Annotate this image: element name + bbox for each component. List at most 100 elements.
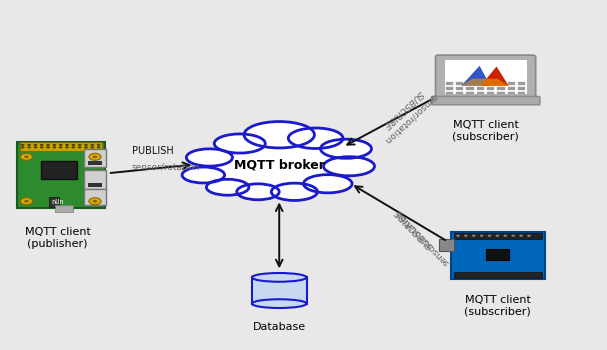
- Circle shape: [90, 144, 94, 146]
- Polygon shape: [252, 277, 307, 303]
- Circle shape: [53, 144, 56, 146]
- Circle shape: [40, 146, 44, 148]
- Circle shape: [92, 155, 97, 158]
- FancyBboxPatch shape: [446, 91, 453, 94]
- Circle shape: [488, 234, 492, 237]
- Circle shape: [92, 200, 97, 203]
- Ellipse shape: [206, 179, 249, 195]
- Circle shape: [65, 144, 69, 146]
- Circle shape: [65, 146, 69, 148]
- Circle shape: [27, 144, 31, 146]
- Text: SUBSCRIBE: SUBSCRIBE: [393, 207, 435, 250]
- FancyBboxPatch shape: [508, 82, 515, 85]
- Circle shape: [527, 234, 531, 237]
- Circle shape: [33, 146, 37, 148]
- FancyBboxPatch shape: [438, 239, 454, 251]
- Circle shape: [40, 144, 44, 146]
- FancyBboxPatch shape: [453, 272, 541, 278]
- Circle shape: [495, 234, 499, 237]
- Text: MQTT client
(subscriber): MQTT client (subscriber): [464, 295, 531, 316]
- FancyBboxPatch shape: [487, 87, 494, 90]
- Circle shape: [97, 144, 101, 146]
- Ellipse shape: [237, 184, 279, 200]
- Ellipse shape: [304, 175, 352, 193]
- FancyBboxPatch shape: [498, 87, 505, 90]
- Circle shape: [89, 153, 101, 160]
- Circle shape: [90, 146, 94, 148]
- FancyBboxPatch shape: [446, 87, 453, 90]
- FancyBboxPatch shape: [518, 82, 526, 85]
- FancyBboxPatch shape: [508, 87, 515, 90]
- Polygon shape: [461, 79, 509, 86]
- Text: MQTT broker: MQTT broker: [234, 158, 325, 171]
- Text: sensor/rotation: sensor/rotation: [132, 162, 200, 172]
- Circle shape: [53, 146, 56, 148]
- FancyBboxPatch shape: [518, 87, 526, 90]
- FancyBboxPatch shape: [477, 82, 484, 85]
- Ellipse shape: [252, 273, 307, 282]
- Text: Database: Database: [253, 322, 306, 332]
- Circle shape: [472, 234, 476, 237]
- Ellipse shape: [186, 149, 232, 166]
- FancyBboxPatch shape: [84, 189, 106, 205]
- Ellipse shape: [182, 167, 225, 183]
- FancyBboxPatch shape: [487, 82, 494, 85]
- FancyBboxPatch shape: [456, 87, 464, 90]
- FancyBboxPatch shape: [467, 87, 474, 90]
- FancyBboxPatch shape: [477, 91, 484, 94]
- FancyBboxPatch shape: [55, 205, 73, 212]
- Circle shape: [59, 144, 63, 146]
- Circle shape: [84, 146, 88, 148]
- Ellipse shape: [244, 121, 314, 148]
- Ellipse shape: [324, 157, 375, 176]
- Circle shape: [21, 146, 25, 148]
- Circle shape: [21, 198, 33, 205]
- FancyBboxPatch shape: [431, 96, 540, 105]
- FancyBboxPatch shape: [467, 91, 474, 94]
- Circle shape: [456, 234, 460, 237]
- Circle shape: [24, 155, 29, 158]
- Ellipse shape: [288, 128, 343, 148]
- FancyBboxPatch shape: [436, 55, 536, 99]
- Circle shape: [464, 234, 468, 237]
- FancyBboxPatch shape: [17, 142, 104, 208]
- FancyBboxPatch shape: [84, 149, 106, 167]
- Circle shape: [519, 234, 523, 237]
- Circle shape: [503, 234, 507, 237]
- FancyBboxPatch shape: [498, 91, 505, 94]
- FancyBboxPatch shape: [446, 82, 453, 85]
- FancyBboxPatch shape: [456, 82, 464, 85]
- FancyBboxPatch shape: [84, 170, 106, 189]
- FancyBboxPatch shape: [467, 82, 474, 85]
- FancyBboxPatch shape: [444, 60, 527, 94]
- Text: PUBLISH: PUBLISH: [132, 146, 174, 156]
- Polygon shape: [481, 66, 509, 86]
- Circle shape: [78, 146, 81, 148]
- FancyBboxPatch shape: [518, 91, 526, 94]
- Circle shape: [46, 144, 50, 146]
- Circle shape: [46, 146, 50, 148]
- Text: MQTT client
(subscriber): MQTT client (subscriber): [452, 120, 519, 141]
- FancyBboxPatch shape: [477, 87, 484, 90]
- Text: SUBSCRIBE: SUBSCRIBE: [381, 89, 425, 131]
- FancyBboxPatch shape: [487, 91, 494, 94]
- FancyBboxPatch shape: [49, 197, 59, 207]
- FancyBboxPatch shape: [498, 82, 505, 85]
- Circle shape: [84, 144, 88, 146]
- Circle shape: [72, 146, 75, 148]
- Ellipse shape: [252, 299, 307, 308]
- Text: sensors/rotation: sensors/rotation: [394, 208, 451, 267]
- Ellipse shape: [271, 183, 317, 201]
- Text: nUn: nUn: [51, 199, 64, 205]
- Text: MQTT client
(publisher): MQTT client (publisher): [25, 228, 90, 249]
- Ellipse shape: [212, 142, 346, 187]
- FancyBboxPatch shape: [20, 142, 101, 150]
- Circle shape: [97, 146, 101, 148]
- Circle shape: [78, 144, 81, 146]
- FancyBboxPatch shape: [453, 232, 541, 239]
- Circle shape: [480, 234, 483, 237]
- Circle shape: [21, 144, 25, 146]
- Circle shape: [27, 146, 31, 148]
- Circle shape: [24, 200, 29, 203]
- Circle shape: [33, 144, 37, 146]
